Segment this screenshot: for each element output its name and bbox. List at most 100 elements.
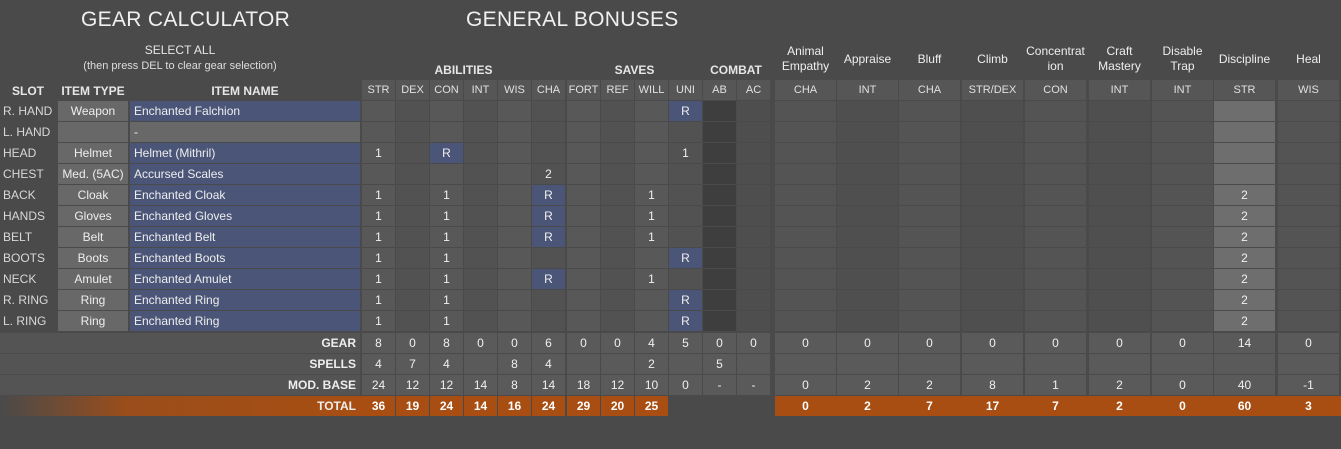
skill-cell-2[interactable]: [899, 164, 960, 184]
cell-con[interactable]: [430, 164, 463, 184]
item-type-cell[interactable]: Weapon: [58, 101, 128, 121]
skill-cell-8[interactable]: [1278, 227, 1339, 247]
skill-cell-3[interactable]: [962, 248, 1023, 268]
cell-str[interactable]: 1: [362, 290, 395, 310]
skill-cell-3[interactable]: [962, 227, 1023, 247]
skill-cell-8[interactable]: [1278, 143, 1339, 163]
skill-cell-8[interactable]: [1278, 101, 1339, 121]
cell-will[interactable]: 1: [635, 206, 668, 226]
cell-str[interactable]: 1: [362, 143, 395, 163]
cell-ref[interactable]: [601, 143, 634, 163]
cell-uni[interactable]: R: [669, 248, 702, 268]
skill-cell-8[interactable]: [1278, 164, 1339, 184]
cell-will[interactable]: 1: [635, 227, 668, 247]
skill-cell-0[interactable]: [775, 185, 836, 205]
cell-int[interactable]: [464, 227, 497, 247]
cell-cha[interactable]: [532, 248, 565, 268]
skill-cell-3[interactable]: [962, 143, 1023, 163]
cell-uni[interactable]: [669, 227, 702, 247]
item-type-cell[interactable]: [58, 122, 128, 142]
skill-cell-4[interactable]: [1025, 122, 1086, 142]
cell-str[interactable]: 1: [362, 206, 395, 226]
cell-cha[interactable]: [532, 290, 565, 310]
cell-int[interactable]: [464, 143, 497, 163]
cell-wis[interactable]: [498, 290, 531, 310]
cell-uni[interactable]: [669, 185, 702, 205]
item-type-cell[interactable]: Ring: [58, 311, 128, 331]
cell-ab[interactable]: [703, 269, 736, 289]
cell-will[interactable]: [635, 311, 668, 331]
cell-int[interactable]: [464, 185, 497, 205]
skill-cell-6[interactable]: [1152, 248, 1213, 268]
item-type-cell[interactable]: Ring: [58, 290, 128, 310]
skill-cell-0[interactable]: [775, 227, 836, 247]
skill-cell-0[interactable]: [775, 248, 836, 268]
cell-cha[interactable]: [532, 311, 565, 331]
cell-cha[interactable]: R: [532, 269, 565, 289]
cell-ab[interactable]: [703, 206, 736, 226]
cell-will[interactable]: [635, 248, 668, 268]
skill-cell-2[interactable]: [899, 290, 960, 310]
cell-fort[interactable]: [567, 122, 600, 142]
cell-con[interactable]: 1: [430, 290, 463, 310]
skill-cell-4[interactable]: [1025, 248, 1086, 268]
cell-ref[interactable]: [601, 164, 634, 184]
cell-uni[interactable]: [669, 164, 702, 184]
cell-ac[interactable]: [737, 290, 770, 310]
skill-cell-7[interactable]: 2: [1214, 185, 1275, 205]
skill-cell-4[interactable]: [1025, 311, 1086, 331]
cell-ref[interactable]: [601, 311, 634, 331]
cell-ab[interactable]: [703, 164, 736, 184]
cell-dex[interactable]: [396, 206, 429, 226]
cell-will[interactable]: [635, 122, 668, 142]
cell-ab[interactable]: [703, 185, 736, 205]
cell-cha[interactable]: [532, 143, 565, 163]
skill-cell-6[interactable]: [1152, 164, 1213, 184]
item-name-cell[interactable]: Enchanted Belt: [130, 227, 360, 247]
cell-ref[interactable]: [601, 206, 634, 226]
skill-cell-5[interactable]: [1089, 185, 1150, 205]
skill-cell-5[interactable]: [1089, 290, 1150, 310]
cell-dex[interactable]: [396, 185, 429, 205]
cell-str[interactable]: 1: [362, 185, 395, 205]
skill-cell-7[interactable]: [1214, 164, 1275, 184]
skill-cell-5[interactable]: [1089, 269, 1150, 289]
cell-con[interactable]: R: [430, 143, 463, 163]
cell-fort[interactable]: [567, 269, 600, 289]
cell-fort[interactable]: [567, 143, 600, 163]
item-name-cell[interactable]: Enchanted Gloves: [130, 206, 360, 226]
cell-con[interactable]: 1: [430, 185, 463, 205]
skill-cell-8[interactable]: [1278, 290, 1339, 310]
cell-fort[interactable]: [567, 227, 600, 247]
skill-cell-0[interactable]: [775, 164, 836, 184]
skill-cell-2[interactable]: [899, 101, 960, 121]
skill-cell-3[interactable]: [962, 206, 1023, 226]
cell-cha[interactable]: [532, 122, 565, 142]
cell-con[interactable]: [430, 122, 463, 142]
skill-cell-4[interactable]: [1025, 164, 1086, 184]
item-name-cell[interactable]: Enchanted Falchion: [130, 101, 360, 121]
cell-dex[interactable]: [396, 101, 429, 121]
cell-will[interactable]: [635, 290, 668, 310]
skill-cell-7[interactable]: 2: [1214, 248, 1275, 268]
cell-str[interactable]: [362, 164, 395, 184]
cell-str[interactable]: 1: [362, 227, 395, 247]
skill-cell-8[interactable]: [1278, 206, 1339, 226]
skill-cell-4[interactable]: [1025, 101, 1086, 121]
cell-fort[interactable]: [567, 101, 600, 121]
cell-wis[interactable]: [498, 122, 531, 142]
cell-int[interactable]: [464, 206, 497, 226]
cell-ref[interactable]: [601, 290, 634, 310]
cell-ref[interactable]: [601, 101, 634, 121]
skill-cell-1[interactable]: [837, 227, 898, 247]
skill-cell-4[interactable]: [1025, 143, 1086, 163]
item-type-cell[interactable]: Helmet: [58, 143, 128, 163]
cell-dex[interactable]: [396, 311, 429, 331]
cell-str[interactable]: 1: [362, 269, 395, 289]
cell-wis[interactable]: [498, 185, 531, 205]
skill-cell-4[interactable]: [1025, 269, 1086, 289]
cell-cha[interactable]: R: [532, 185, 565, 205]
skill-cell-8[interactable]: [1278, 269, 1339, 289]
cell-will[interactable]: [635, 101, 668, 121]
skill-cell-1[interactable]: [837, 290, 898, 310]
